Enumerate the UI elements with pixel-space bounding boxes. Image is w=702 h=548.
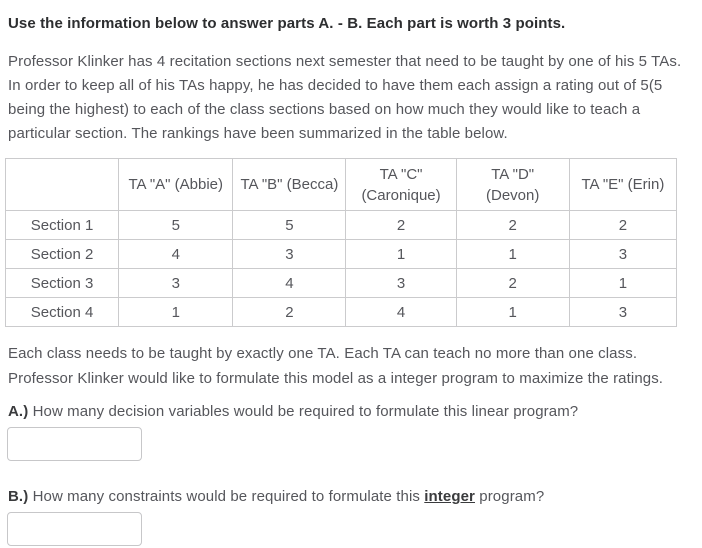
rating-cell: 2 — [345, 210, 457, 240]
answer-b-input[interactable] — [7, 512, 142, 546]
rating-cell: 1 — [455, 297, 570, 327]
question-a-label: A.) How many decision variables would be… — [8, 404, 694, 420]
rating-cell: 1 — [568, 268, 678, 298]
column-header-ta-e: TA "E" (Erin) — [568, 158, 678, 211]
rating-cell: 4 — [345, 297, 457, 327]
rating-cell: 3 — [345, 268, 457, 298]
rating-cell: 3 — [118, 268, 234, 298]
rating-cell: 5 — [118, 210, 234, 240]
rating-cell: 4 — [232, 268, 347, 298]
question-b: B.) How many constraints would be requir… — [7, 489, 694, 546]
question-a: A.) How many decision variables would be… — [7, 404, 694, 461]
question-b-text-after: program? — [475, 488, 545, 505]
rating-cell: 2 — [568, 210, 678, 240]
constraints-line-1: Each class needs to be taught by exactly… — [8, 345, 638, 362]
constraints-line-2: Professor Klinker would like to formulat… — [8, 370, 664, 387]
column-header-ta-d: TA "D" (Devon) — [455, 158, 570, 211]
rating-cell: 2 — [455, 268, 570, 298]
rating-cell: 1 — [455, 239, 570, 269]
question-b-text-before: How many constraints would be required t… — [28, 488, 425, 505]
question-b-prefix: B.) — [8, 488, 29, 505]
rating-cell: 2 — [232, 297, 347, 327]
column-header-ta-c: TA "C" (Caronique) — [345, 158, 457, 211]
table-row-section-1: Section 1 5 5 2 2 2 — [4, 210, 678, 240]
table-header-row: TA "A" (Abbie) TA "B" (Becca) TA "C" (Ca… — [4, 158, 678, 211]
rating-cell: 2 — [455, 210, 570, 240]
question-a-prefix: A.) — [8, 403, 29, 420]
rating-cell: 3 — [568, 297, 678, 327]
constraints-description: Each class needs to be taught by exactly… — [8, 341, 694, 391]
table-row-section-2: Section 2 4 3 1 1 3 — [4, 239, 678, 269]
rating-cell: 4 — [118, 239, 234, 269]
rating-cell: 3 — [568, 239, 678, 269]
instructions-heading: Use the information below to answer part… — [8, 15, 566, 32]
problem-description: Professor Klinker has 4 recitation secti… — [8, 53, 682, 142]
column-header-ta-a: TA "A" (Abbie) — [118, 158, 234, 211]
row-label: Section 3 — [4, 268, 120, 298]
rating-cell: 3 — [232, 239, 347, 269]
row-label: Section 2 — [4, 239, 120, 269]
answer-a-input[interactable] — [7, 427, 142, 461]
row-label: Section 4 — [4, 297, 120, 327]
question-b-label: B.) How many constraints would be requir… — [8, 489, 694, 505]
ratings-table: TA "A" (Abbie) TA "B" (Becca) TA "C" (Ca… — [4, 158, 678, 327]
row-label: Section 1 — [4, 210, 120, 240]
rating-cell: 5 — [232, 210, 347, 240]
corner-cell — [4, 158, 120, 211]
table-row-section-4: Section 4 1 2 4 1 3 — [4, 297, 678, 327]
table-row-section-3: Section 3 3 4 3 2 1 — [4, 268, 678, 298]
column-header-ta-b: TA "B" (Becca) — [232, 158, 347, 211]
integer-emphasis: integer — [424, 488, 475, 505]
rating-cell: 1 — [345, 239, 457, 269]
rating-cell: 1 — [118, 297, 234, 327]
question-a-text: How many decision variables would be req… — [28, 403, 579, 420]
